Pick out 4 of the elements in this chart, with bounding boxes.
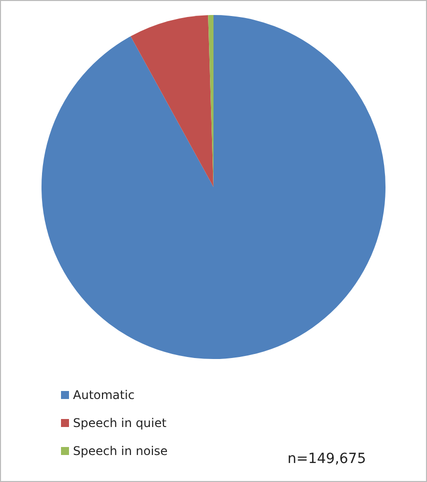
text: n=149,675 <box>288 451 366 467</box>
legend-label: Automatic <box>73 388 135 402</box>
legend-label: Speech in noise <box>73 444 168 458</box>
legend-label: Speech in quiet <box>73 416 166 430</box>
